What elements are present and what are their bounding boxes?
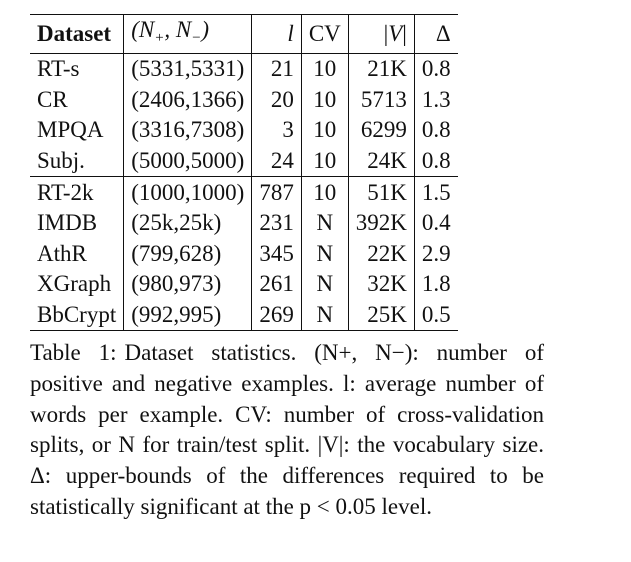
- cell-counts: (980,973): [123, 269, 253, 300]
- cell-dataset: Subj.: [30, 145, 125, 177]
- cell-cv: 10: [301, 115, 349, 146]
- cell-delta: 0.8: [421, 117, 451, 143]
- cell-cv: 10: [301, 84, 349, 116]
- cell-l: 3: [251, 115, 302, 146]
- cell-cv: N: [301, 238, 349, 270]
- table-row: BbCrypt (992,995) 269 N 25K 0.5: [30, 299, 458, 331]
- cell-l: 787: [251, 176, 302, 208]
- cell-cv: N: [301, 269, 349, 300]
- cell-l: 261: [251, 269, 302, 300]
- cell-delta: 0.4: [421, 210, 451, 236]
- cell-l: 345: [251, 238, 302, 270]
- cell-delta: 0.8: [421, 148, 451, 174]
- cell-counts: (3316,7308): [123, 115, 253, 146]
- cell-delta: 0.5: [421, 302, 451, 328]
- cell-vocab: 392K: [348, 207, 415, 239]
- cell-dataset: IMDB: [30, 207, 125, 239]
- cell-dataset: RT-s: [30, 53, 125, 85]
- cell-l: 24: [251, 145, 302, 177]
- cell-counts: (25k,25k): [123, 207, 253, 239]
- cell-vocab: 5713: [348, 84, 415, 116]
- cell-vocab: 51K: [348, 176, 415, 208]
- cell-l: 269: [251, 299, 302, 331]
- cell-l: 21: [251, 53, 302, 85]
- cell-delta: 1.8: [421, 271, 451, 297]
- cell-l: 20: [251, 84, 302, 116]
- cell-cv: N: [301, 299, 349, 331]
- cell-dataset: MPQA: [30, 115, 125, 146]
- table-caption: Table 1: Dataset statistics. (N+, N−): nu…: [30, 338, 544, 523]
- cell-delta: 1.3: [421, 86, 451, 112]
- cell-vocab: 32K: [348, 269, 415, 300]
- header-delta: Δ: [435, 21, 451, 46]
- header-dataset: Dataset: [30, 14, 125, 54]
- cell-counts: (5331,5331): [123, 53, 253, 85]
- cell-dataset: BbCrypt: [30, 299, 125, 331]
- cell-vocab: 25K: [348, 299, 415, 331]
- cell-delta: 2.9: [421, 240, 451, 266]
- table-row: XGraph (980,973) 261 N 32K 1.8: [30, 269, 458, 300]
- header-counts: (N+, N−): [123, 14, 253, 54]
- header-l: l: [251, 14, 302, 54]
- cell-delta: 1.5: [421, 179, 451, 205]
- caption-label: Table 1:: [30, 340, 117, 365]
- cell-counts: (992,995): [123, 299, 253, 331]
- cell-vocab: 6299: [348, 115, 415, 146]
- table-row: Subj. (5000,5000) 24 10 24K 0.8: [30, 145, 458, 177]
- table-row: RT-2k (1000,1000) 787 10 51K 1.5: [30, 176, 458, 208]
- cell-dataset: XGraph: [30, 269, 125, 300]
- cell-cv: N: [301, 207, 349, 239]
- header-vocab: |V|: [348, 14, 415, 54]
- cell-dataset: RT-2k: [30, 176, 125, 208]
- table-row: IMDB (25k,25k) 231 N 392K 0.4: [30, 207, 458, 239]
- cell-counts: (799,628): [123, 238, 253, 270]
- cell-delta: 0.8: [421, 56, 451, 82]
- cell-dataset: AthR: [30, 238, 125, 270]
- table-row: AthR (799,628) 345 N 22K 2.9: [30, 238, 458, 270]
- cell-counts: (5000,5000): [123, 145, 253, 177]
- table-row: CR (2406,1366) 20 10 5713 1.3: [30, 84, 458, 116]
- header-cv: CV: [301, 14, 349, 54]
- cell-vocab: 21K: [348, 53, 415, 85]
- cell-cv: 10: [301, 145, 349, 177]
- dataset-statistics-table-container: Dataset (N+, N−) l CV |V| Δ RT-s (5331,5…: [30, 14, 458, 331]
- cell-l: 231: [251, 207, 302, 239]
- cell-cv: 10: [301, 53, 349, 85]
- cell-dataset: CR: [30, 84, 125, 116]
- table-header-row: Dataset (N+, N−) l CV |V| Δ: [30, 14, 458, 54]
- cell-cv: 10: [301, 176, 349, 208]
- dataset-statistics-table: Dataset (N+, N−) l CV |V| Δ RT-s (5331,5…: [30, 14, 458, 331]
- cell-counts: (2406,1366): [123, 84, 253, 116]
- table-row: MPQA (3316,7308) 3 10 6299 0.8: [30, 115, 458, 146]
- caption-text: Dataset statistics. (N+, N−): number of …: [30, 340, 544, 519]
- cell-vocab: 24K: [348, 145, 415, 177]
- table-row: RT-s (5331,5331) 21 10 21K 0.8: [30, 53, 458, 85]
- cell-counts: (1000,1000): [123, 176, 253, 208]
- cell-vocab: 22K: [348, 238, 415, 270]
